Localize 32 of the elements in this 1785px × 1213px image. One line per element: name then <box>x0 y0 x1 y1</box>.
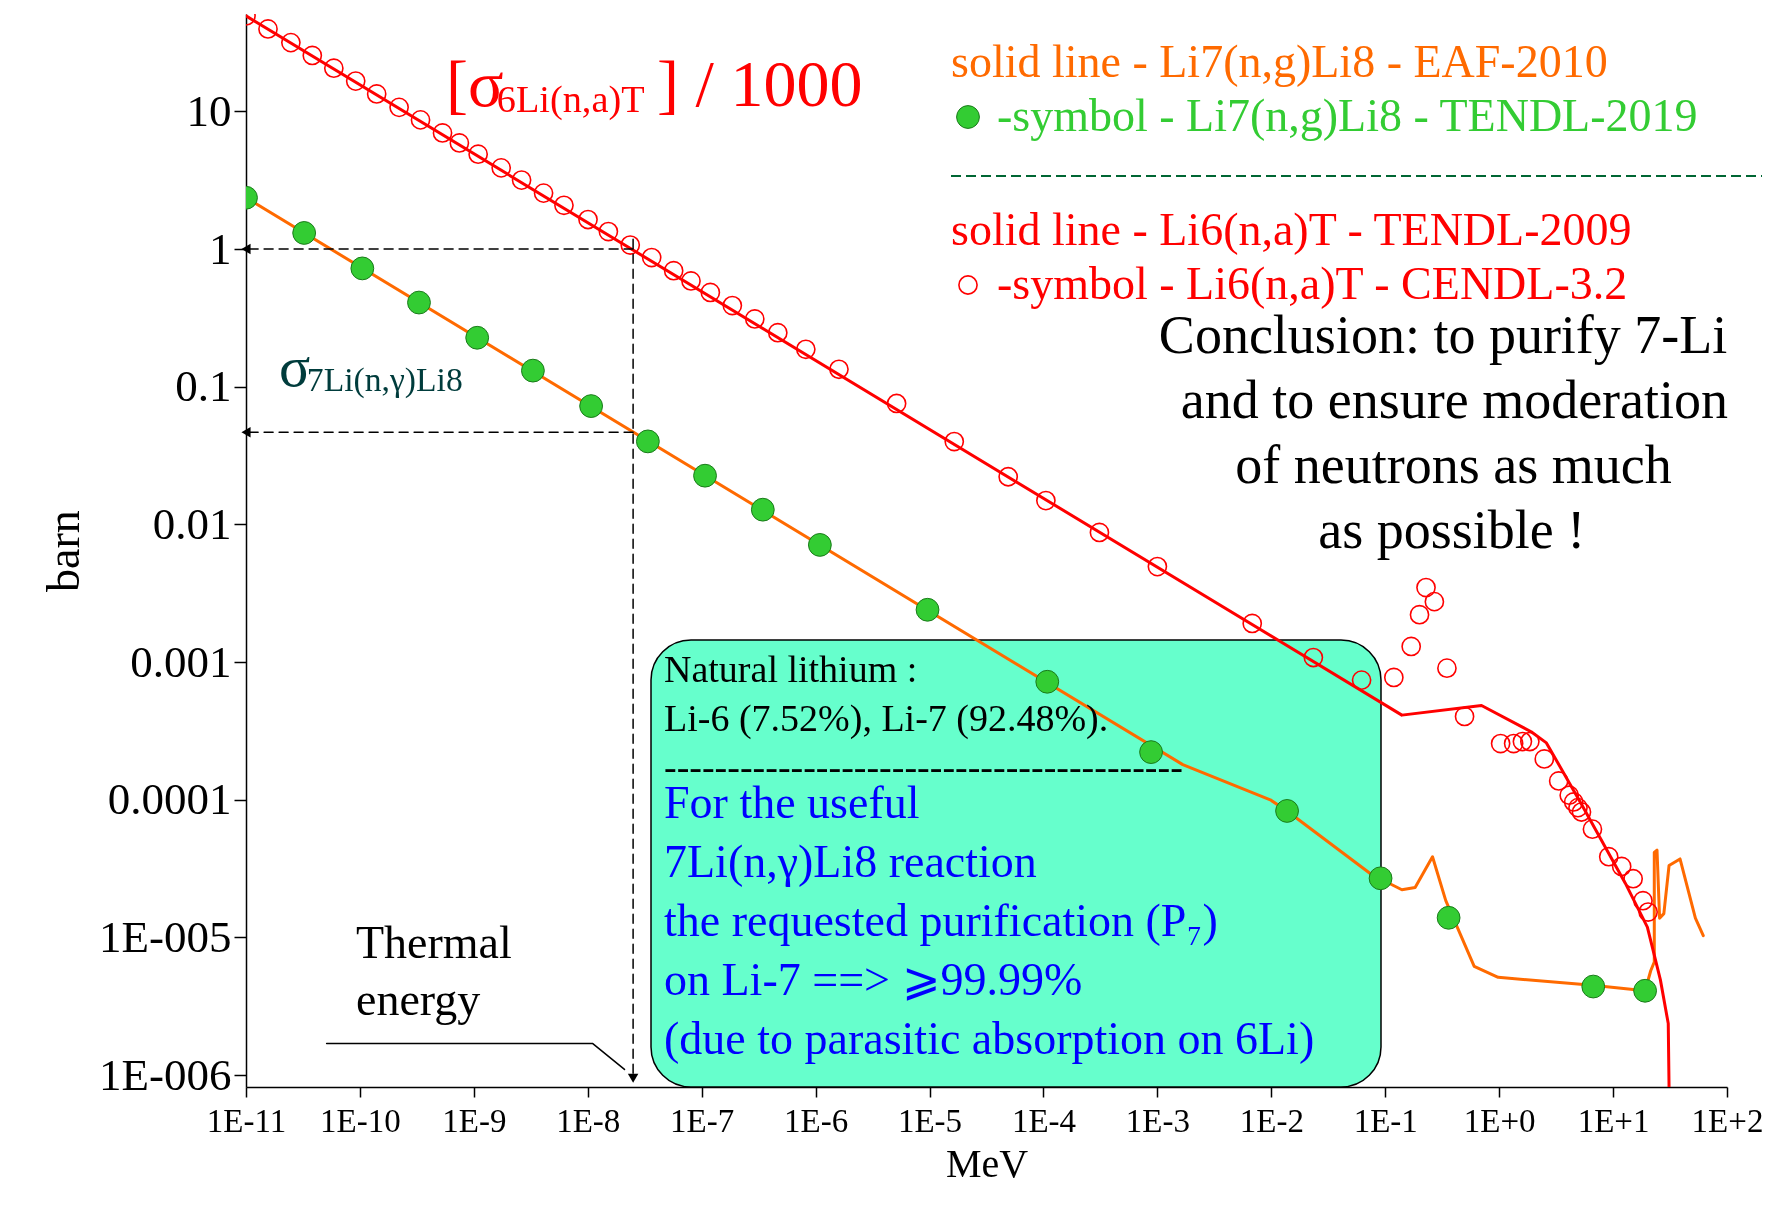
annotation: σ7Li(n,γ)Li8 <box>279 334 463 400</box>
y-tick-label: 1E-005 <box>99 911 232 962</box>
x-tick-label: 1E+2 <box>1691 1102 1764 1139</box>
y-tick-label: 0.0001 <box>107 774 232 825</box>
annotation: For the useful 7Li(n,γ)Li8 reaction the requested purification (P₇) on Li-7 ==> ⩾99.99% (due to parasitic absorption on 6Li) <box>664 777 1315 1064</box>
x-tick-label: 1E-7 <box>670 1102 735 1139</box>
x-tick-label: 1E-6 <box>784 1102 849 1139</box>
x-tick-label: 1E-1 <box>1353 1102 1418 1139</box>
annotation: Thermal energy <box>356 917 512 1025</box>
y-tick-label: 0.001 <box>130 636 232 687</box>
legend-label: -symbol - Li7(n,g)Li8 - TENDL-2019 <box>997 90 1698 141</box>
text: solid line - Li7(n,g)Li8 - EAF-2010 <box>951 36 1608 87</box>
x-tick-label: 1E-3 <box>1125 1102 1190 1139</box>
x-tick-label: 1E-5 <box>897 1102 963 1139</box>
x-tick-label: 1E-11 <box>206 1102 287 1139</box>
y-tick-label: 0.1 <box>175 361 232 412</box>
y-axis-title: barn <box>38 510 90 592</box>
x-axis-title: MeV <box>945 1140 1029 1186</box>
y-tick-label: 0.01 <box>152 498 232 549</box>
x-tick-label: 1E-2 <box>1239 1102 1304 1139</box>
y-tick-label: 1E-006 <box>99 1049 232 1100</box>
legend-label: -symbol - Li6(n,a)T - CENDL-3.2 <box>997 258 1628 309</box>
x-tick-label: 1E+1 <box>1577 1102 1650 1139</box>
x-tick-label: 1E+0 <box>1463 1102 1536 1139</box>
annotation: [σ6Li(n,a)T] / 1000 <box>446 47 863 121</box>
y-tick-label: 10 <box>186 85 232 136</box>
x-tick-label: 1E-4 <box>1011 1102 1077 1139</box>
y-tick-label: 1 <box>209 223 232 274</box>
x-tick-label: 1E-8 <box>556 1102 621 1139</box>
x-tick-label: 1E-9 <box>442 1102 507 1139</box>
x-tick-label: 1E-10 <box>320 1102 401 1139</box>
text: solid line - Li6(n,a)T - TENDL-2009 <box>951 204 1632 255</box>
